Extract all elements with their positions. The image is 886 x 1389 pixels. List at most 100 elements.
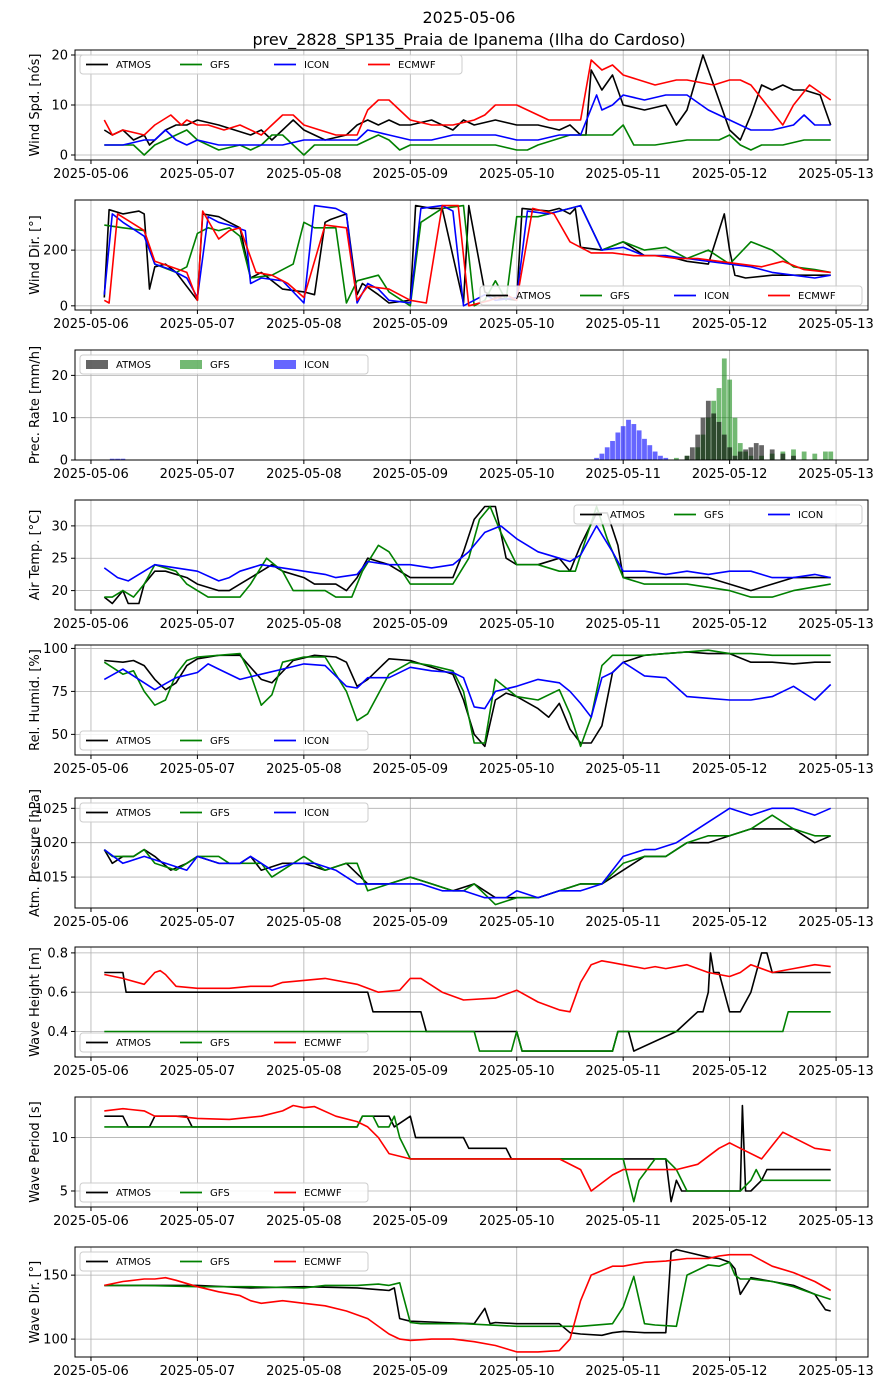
panel-5: 2025-05-06 2025-05-07 2025-05-08 2025-05-09… (28, 642, 874, 777)
panel-3: 2025-05-06 2025-05-07 2025-05-08 2025-05-09… (28, 346, 874, 482)
figure-title-station: prev_2828_SP135_Praia de Ipanema (Ilha d… (252, 30, 685, 50)
bar-gfs (791, 449, 796, 460)
y-tick-label: 100 (43, 1333, 68, 1348)
x-tick-label: 2025-05-07 (160, 317, 236, 332)
series-line-icon (104, 94, 831, 146)
legend: ATMOS GFS ECMWF (79, 1182, 369, 1203)
legend-label-atmos: ATMOS (516, 291, 551, 302)
panel-1: 2025-05-06 2025-05-07 2025-05-08 2025-05-09… (28, 49, 874, 183)
bar-atmos (732, 455, 738, 460)
x-tick-label: 2025-05-10 (479, 467, 555, 482)
panel-4: 2025-05-06 2025-05-07 2025-05-08 2025-05-09… (28, 499, 874, 632)
x-tick-label: 2025-05-12 (692, 467, 768, 482)
legend: ATMOS GFS ECMWF (79, 1251, 369, 1272)
bar-atmos (684, 455, 690, 460)
x-tick-label: 2025-05-11 (585, 617, 661, 632)
x-tick-label: 2025-05-12 (692, 1064, 768, 1079)
series-line-icon (103, 661, 832, 719)
x-tick-label: 2025-05-06 (53, 467, 129, 482)
legend-box (79, 1251, 369, 1272)
x-tick-label: 2025-05-10 (479, 762, 555, 777)
x-tick-label: 2025-05-09 (373, 915, 449, 930)
x-tick-label: 2025-05-07 (160, 167, 236, 182)
bar-atmos (737, 451, 743, 460)
legend-box (79, 802, 369, 823)
legend-label-atmos: ATMOS (116, 1038, 151, 1049)
plot-area (103, 204, 831, 307)
legend: ATMOS GFS ICON (79, 354, 369, 375)
bar-gfs (812, 453, 818, 460)
x-tick-label: 2025-05-13 (798, 617, 874, 632)
legend-label-gfs: GFS (210, 360, 230, 371)
y-tick-label: 1020 (35, 836, 68, 851)
x-tick-label: 2025-05-11 (585, 915, 661, 930)
legend-label-atmos: ATMOS (116, 360, 151, 371)
plot-area (103, 807, 832, 906)
bar-icon (599, 453, 605, 460)
bar-icon (604, 447, 610, 460)
legend-label-icon: ICON (304, 360, 329, 371)
figure-title-date: 2025-05-06 (423, 8, 516, 27)
x-tick-label: 2025-05-08 (266, 167, 342, 182)
x-tick-label: 2025-05-11 (585, 762, 661, 777)
y-axis-label: Rel. Humid. [%] (28, 649, 43, 751)
x-tick-label: 2025-05-13 (798, 762, 874, 777)
bar-icon (652, 451, 658, 460)
series-line-atmos (104, 1248, 831, 1337)
legend: ATMOS GFS ICON (79, 802, 369, 823)
bar-atmos (716, 421, 722, 460)
bar-gfs (823, 451, 828, 460)
panel-2: 2025-05-06 2025-05-07 2025-05-08 2025-05-09… (28, 199, 874, 332)
bar-icon (663, 457, 669, 460)
x-tick-label: 2025-05-11 (585, 317, 661, 332)
y-axis-label: Wave Period [s] (28, 1101, 43, 1202)
x-tick-label: 2025-05-09 (373, 467, 449, 482)
legend: ATMOS GFS ICON (573, 504, 863, 525)
bar-atmos (743, 449, 748, 460)
legend-box (79, 1032, 369, 1053)
legend-box (79, 354, 369, 375)
legend-label-gfs: GFS (210, 1038, 230, 1049)
axes-frame (74, 199, 869, 311)
y-tick-label: 75 (51, 685, 68, 700)
y-tick-label: 5 (60, 1184, 68, 1199)
x-tick-label: 2025-05-07 (160, 762, 236, 777)
x-tick-label: 2025-05-08 (266, 915, 342, 930)
x-tick-label: 2025-05-09 (373, 1214, 449, 1229)
x-tick-label: 2025-05-12 (692, 1214, 768, 1229)
series-line-icon (103, 525, 831, 582)
panel-7: 2025-05-06 2025-05-07 2025-05-08 2025-05-09… (28, 946, 874, 1079)
y-axis-label: Wave Dir. [°] (28, 1261, 43, 1344)
bar-atmos (748, 447, 754, 460)
legend-label-atmos: ATMOS (116, 60, 151, 71)
series-line-gfs (103, 814, 831, 906)
y-axis-label: Wave Height [m] (28, 947, 43, 1057)
x-tick-label: 2025-05-13 (798, 1364, 874, 1379)
series-line-gfs (104, 1115, 831, 1203)
legend-label-atmos: ATMOS (116, 736, 151, 747)
bar-icon (658, 455, 663, 460)
x-tick-label: 2025-05-07 (160, 1064, 236, 1079)
x-tick-label: 2025-05-10 (479, 1214, 555, 1229)
x-tick-label: 2025-05-09 (373, 617, 449, 632)
bar-icon (647, 445, 653, 460)
legend-label-atmos: ATMOS (116, 1188, 151, 1199)
bar-icon (610, 440, 615, 460)
x-tick-label: 2025-05-11 (585, 1064, 661, 1079)
y-tick-label: 0.8 (47, 946, 68, 961)
legend-label-icon: ICON (704, 291, 729, 302)
y-tick-label: 10 (51, 99, 68, 114)
legend-swatch-gfs (180, 360, 202, 369)
panel-9: 2025-05-06 2025-05-07 2025-05-08 2025-05-09… (28, 1246, 874, 1379)
bar-icon (620, 426, 626, 460)
x-tick-label: 2025-05-07 (160, 467, 236, 482)
x-tick-label: 2025-05-11 (585, 1364, 661, 1379)
bar-gfs (828, 451, 834, 460)
x-tick-label: 2025-05-08 (266, 1364, 342, 1379)
legend-label-ecmwf: ECMWF (798, 291, 836, 302)
y-tick-label: 10 (51, 1131, 68, 1146)
panel-6: 2025-05-06 2025-05-07 2025-05-08 2025-05-09… (28, 789, 874, 930)
series-line-ecmwf (104, 1104, 831, 1192)
legend-label-gfs: GFS (610, 291, 630, 302)
x-tick-label: 2025-05-06 (53, 915, 129, 930)
